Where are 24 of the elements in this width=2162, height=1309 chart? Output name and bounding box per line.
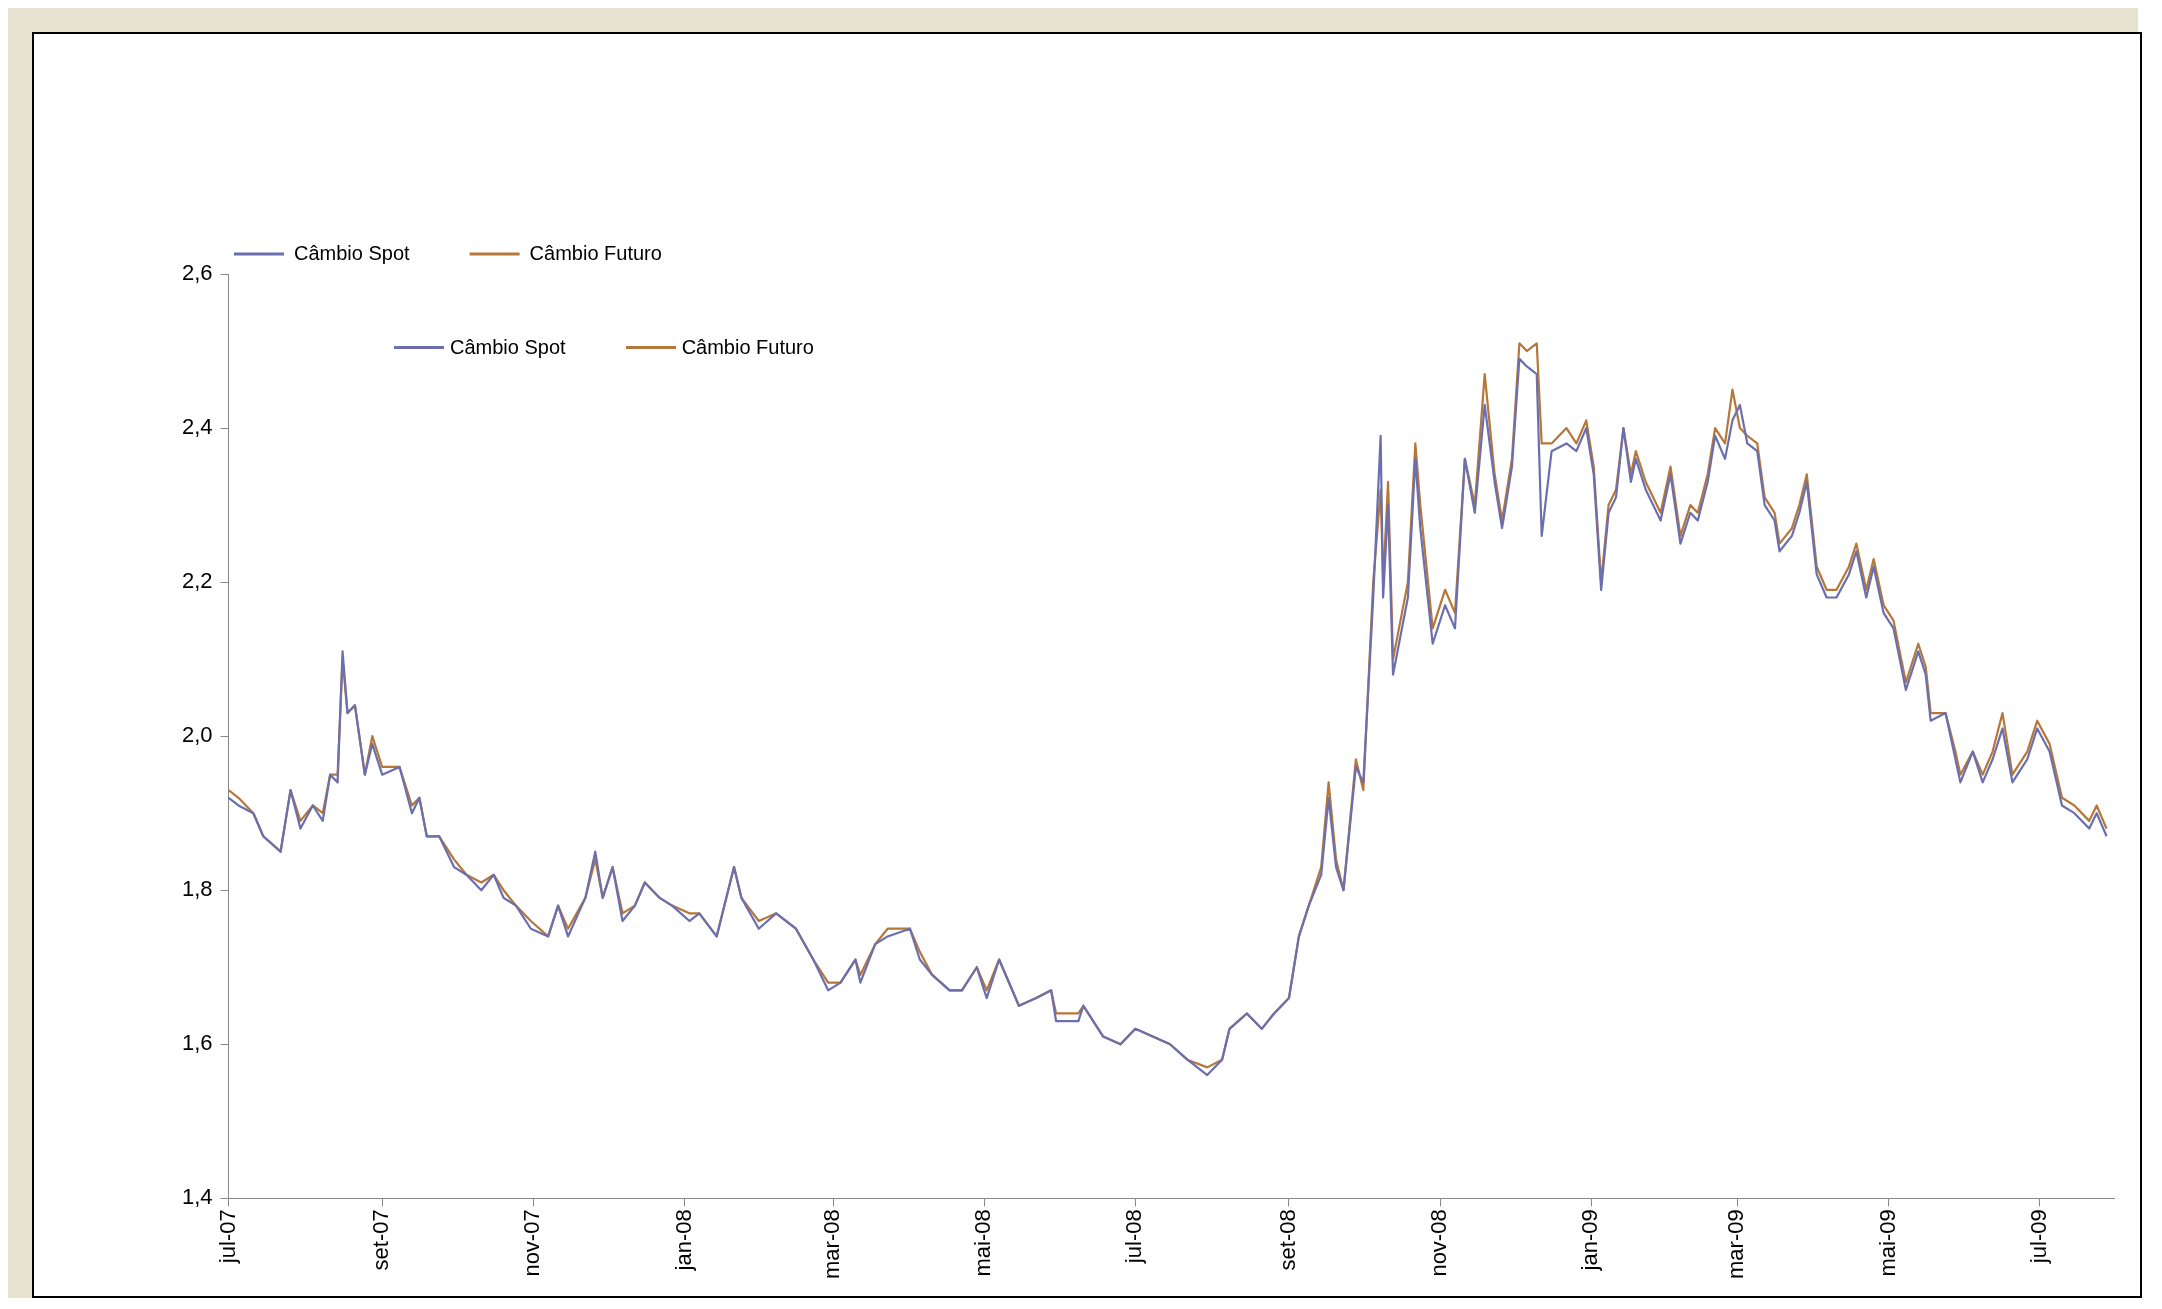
y-tick-label: 1,8: [181, 876, 213, 902]
text: Câmbio Spot: [294, 241, 410, 264]
x-tick-label: nov-08: [1426, 1209, 1452, 1277]
x-tick-label: set-07: [368, 1209, 394, 1271]
legend-label: Câmbio Futuro: [681, 336, 814, 359]
legend-label: Câmbio Spot: [450, 336, 566, 359]
x-tick-label: jan-08: [670, 1209, 696, 1272]
x-tick-label: jul-07: [214, 1209, 240, 1265]
x-tick-label: mar-09: [1723, 1209, 1749, 1279]
x-tick-label: mar-08: [819, 1209, 845, 1279]
x-tick-label: mai-09: [1874, 1209, 1900, 1277]
y-tick-label: 1,6: [181, 1030, 213, 1056]
x-tick-label: jul-08: [1121, 1209, 1147, 1265]
y-tick-label: 1,4: [181, 1184, 213, 1210]
text: Câmbio Futuro: [529, 241, 662, 264]
y-tick-label: 2,2: [181, 568, 213, 594]
x-tick-label: mai-08: [970, 1209, 996, 1277]
y-tick-label: 2,0: [181, 722, 213, 748]
y-tick-label: 2,6: [181, 260, 213, 286]
x-tick-label: jul-09: [2025, 1209, 2051, 1265]
y-tick-label: 2,4: [181, 414, 213, 440]
x-tick-label: jan-09: [1577, 1209, 1603, 1272]
x-tick-label: nov-07: [519, 1209, 545, 1277]
x-tick-label: set-08: [1275, 1209, 1301, 1271]
